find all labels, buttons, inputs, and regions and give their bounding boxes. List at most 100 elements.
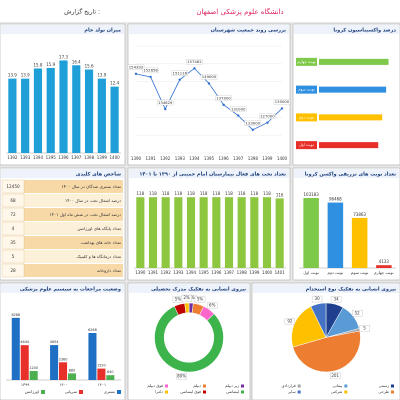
panel-title-bg bbox=[253, 284, 399, 293]
label-box bbox=[171, 70, 188, 76]
bar bbox=[97, 78, 106, 153]
value-cell bbox=[1, 263, 25, 278]
bar bbox=[21, 78, 30, 153]
row-value: 28 bbox=[10, 268, 16, 273]
x-tick-label: 1395 bbox=[199, 270, 210, 275]
bar bbox=[319, 58, 389, 65]
data-label: 157462 bbox=[187, 59, 202, 64]
x-tick-label: 1390 bbox=[135, 270, 146, 275]
label-box bbox=[330, 372, 341, 380]
data-label: 2360 bbox=[59, 357, 68, 361]
legend-label: زیر دیپلم bbox=[225, 383, 239, 388]
data-label: 151116 bbox=[173, 70, 188, 75]
label-box bbox=[244, 120, 261, 126]
x-tick-label: نوبت دوم bbox=[328, 270, 344, 275]
data-label: 880 bbox=[69, 368, 75, 372]
data-label: 118 bbox=[238, 191, 246, 196]
bar bbox=[376, 265, 392, 268]
data-label: 4133 bbox=[379, 259, 390, 264]
data-label: 4654 bbox=[50, 340, 59, 344]
panel-title: نیروی انسانی به تفکیک نوع استخدام bbox=[306, 287, 396, 293]
bar bbox=[8, 78, 17, 153]
label-box bbox=[176, 373, 187, 380]
legend-swatch bbox=[241, 390, 244, 394]
label-box bbox=[200, 74, 218, 80]
data-label: 96468 bbox=[329, 197, 342, 202]
bar bbox=[59, 362, 68, 380]
data-label: 118 bbox=[137, 191, 145, 196]
data-label: 4644 bbox=[20, 340, 29, 344]
bar bbox=[161, 197, 170, 268]
panel-title: تعداد نوبت های تزریقی واکسن کرونا bbox=[305, 172, 396, 178]
panel-title-bg bbox=[294, 25, 399, 34]
bar bbox=[319, 142, 379, 149]
data-label: 127000 bbox=[260, 113, 275, 118]
category-cell bbox=[296, 85, 317, 94]
data-label: 1200 bbox=[29, 366, 38, 370]
legend-label: سایر bbox=[287, 389, 296, 394]
panel-title: وضعیت مراجعات به سیستم علوم پزشکی bbox=[20, 287, 121, 293]
data-label: 116 bbox=[276, 192, 284, 197]
bar bbox=[110, 86, 119, 153]
bar bbox=[224, 197, 234, 268]
x-tick-label: 1393 bbox=[175, 156, 186, 161]
row-value: 12450 bbox=[6, 184, 20, 189]
label-box bbox=[194, 296, 206, 303]
bar bbox=[319, 86, 387, 93]
legend-swatch bbox=[165, 384, 168, 388]
data-label: 640 bbox=[107, 370, 113, 374]
data-label: 118 bbox=[251, 191, 259, 196]
legend-label: پیمانی bbox=[333, 383, 343, 388]
legend-label: بستری bbox=[104, 389, 115, 394]
label-box bbox=[127, 64, 145, 70]
data-label: 149000 bbox=[202, 74, 217, 79]
legend-label: فوق لیسانس bbox=[180, 389, 201, 394]
category-cell bbox=[296, 113, 317, 122]
data-label: 118 bbox=[162, 191, 170, 196]
header-title: دانشگاه علوم پزشکی اصفهان bbox=[196, 7, 283, 16]
bar bbox=[262, 197, 272, 268]
row-value: 5 bbox=[12, 254, 15, 259]
legend-label: لیسانس bbox=[226, 389, 239, 394]
row-label: تعداد درمانگاه ها و کلینیک bbox=[76, 254, 121, 259]
value-cell bbox=[1, 207, 25, 222]
label-box bbox=[311, 295, 323, 303]
value-cell bbox=[1, 221, 25, 236]
x-tick-label: 1394 bbox=[33, 155, 44, 160]
legend-label: دیپلم bbox=[193, 383, 201, 388]
legend-swatch bbox=[165, 390, 168, 394]
legend-swatch bbox=[41, 390, 45, 394]
label-box bbox=[181, 294, 192, 302]
data-label: 154392 bbox=[129, 65, 144, 70]
bar bbox=[72, 65, 81, 153]
y-tick-label: نوبت دوم bbox=[299, 114, 314, 119]
table-row bbox=[2, 264, 123, 277]
point bbox=[222, 103, 225, 107]
point bbox=[134, 72, 138, 76]
panel-title-bg bbox=[129, 169, 289, 178]
label-box bbox=[157, 99, 174, 106]
data-label: 52 bbox=[355, 310, 361, 315]
slice bbox=[292, 330, 361, 373]
legend-swatch bbox=[203, 384, 206, 388]
data-label: 15.6 bbox=[85, 64, 94, 69]
legend-swatch bbox=[391, 384, 394, 388]
bar bbox=[46, 67, 55, 153]
value-cell bbox=[1, 235, 25, 250]
data-label: 1520 bbox=[97, 364, 106, 368]
label-box bbox=[284, 318, 296, 325]
y-tick-label: نوبت اول bbox=[299, 142, 314, 147]
panel-title: میزان تولد خام bbox=[84, 28, 121, 34]
value-cell bbox=[1, 193, 25, 208]
data-label: 80% bbox=[177, 373, 186, 378]
bar bbox=[11, 317, 20, 380]
category-cell bbox=[296, 141, 317, 150]
bar bbox=[199, 197, 208, 268]
x-tick-label: 1399 bbox=[97, 155, 108, 160]
data-label: 6% bbox=[209, 303, 216, 308]
bar bbox=[186, 197, 196, 268]
x-tick-label: 1397 bbox=[71, 155, 82, 160]
x-tick-label: 1391 bbox=[148, 270, 159, 275]
legend-swatch bbox=[344, 384, 348, 388]
legend-label: فوق دیپلم bbox=[147, 383, 163, 388]
